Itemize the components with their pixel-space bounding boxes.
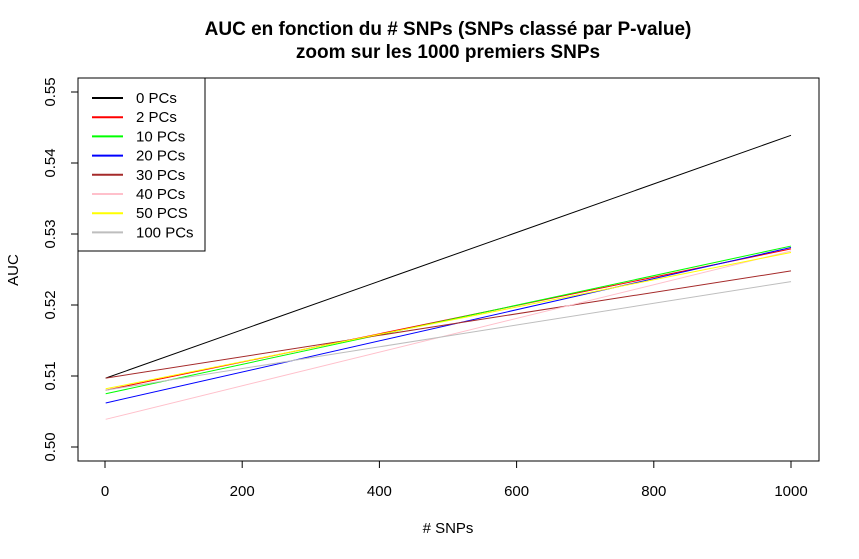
y-tick-label-3: 0.53 <box>42 219 59 248</box>
series-line-6 <box>105 251 792 390</box>
legend-label-4: 30 PCs <box>136 167 185 184</box>
chart-subtitle: zoom sur les 1000 premiers SNPs <box>296 42 600 63</box>
y-tick-label-1: 0.51 <box>42 361 59 390</box>
x-axis-label: # SNPs <box>423 520 474 537</box>
y-tick-label-4: 0.54 <box>42 148 59 177</box>
series-line-7 <box>105 281 792 391</box>
x-tick-label-3: 600 <box>504 483 529 500</box>
x-tick-label-4: 800 <box>641 483 666 500</box>
y-axis: 0.50 0.51 0.52 0.53 0.54 0.55 <box>42 77 79 462</box>
series-line-5 <box>105 250 792 420</box>
legend-label-5: 40 PCs <box>136 186 185 203</box>
x-tick-label-0: 0 <box>101 483 109 500</box>
x-tick-label-2: 400 <box>367 483 392 500</box>
x-axis: 0 200 400 600 800 1000 <box>101 460 808 500</box>
series-group <box>105 134 792 420</box>
legend-label-0: 0 PCs <box>136 90 177 107</box>
series-line-0 <box>105 134 792 379</box>
series-line-2 <box>105 245 792 395</box>
legend-box <box>77 77 206 252</box>
legend-label-7: 100 PCs <box>136 224 194 241</box>
y-axis-label: AUC <box>5 254 22 286</box>
series-line-3 <box>105 247 792 404</box>
legend-label-6: 50 PCS <box>136 205 188 222</box>
legend-label-2: 10 PCs <box>136 128 185 145</box>
chart-title: AUC en fonction du # SNPs (SNPs classé p… <box>205 19 692 40</box>
x-tick-label-5: 1000 <box>774 483 807 500</box>
series-line-4 <box>105 270 792 379</box>
x-tick-label-1: 200 <box>230 483 255 500</box>
y-tick-label-5: 0.55 <box>42 77 59 106</box>
y-tick-label-0: 0.50 <box>42 432 59 461</box>
legend: 0 PCs 2 PCs 10 PCs 20 PCs 30 PCs 40 PCs 50 PCS… <box>77 77 206 252</box>
legend-label-1: 2 PCs <box>136 109 177 126</box>
y-tick-label-2: 0.52 <box>42 290 59 319</box>
legend-label-3: 20 PCs <box>136 148 185 165</box>
